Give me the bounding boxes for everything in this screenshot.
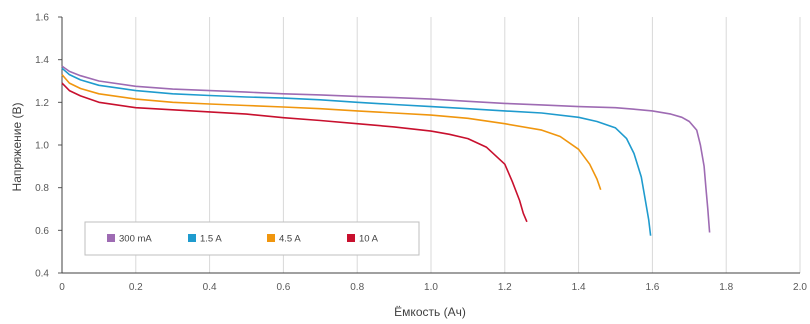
y-tick-label: 1.0 — [35, 141, 49, 152]
x-tick-label: 2.0 — [793, 282, 807, 293]
y-tick-label: 1.2 — [35, 98, 49, 109]
legend-label: 4.5 A — [279, 234, 301, 245]
y-tick-label: 0.6 — [35, 226, 49, 237]
series-lines — [61, 65, 711, 236]
y-tick-label: 1.6 — [35, 13, 49, 24]
legend: 300 mA 1.5 A 4.5 A 10 A — [84, 221, 420, 256]
axes — [58, 16, 800, 274]
legend-swatch — [188, 234, 196, 242]
y-tick-label: 0.8 — [35, 183, 49, 194]
x-tick-label: 0.6 — [276, 282, 290, 293]
y-axis-label: Напряжение (В) — [10, 103, 24, 192]
series-line — [61, 65, 711, 233]
x-tick-label: 0.2 — [129, 282, 143, 293]
legend-label: 300 mA — [119, 234, 152, 245]
x-tick-label: 1.0 — [424, 282, 438, 293]
legend-label: 1.5 A — [200, 234, 222, 245]
x-tick-label: 0.4 — [203, 282, 217, 293]
y-tick-label: 1.4 — [35, 55, 49, 66]
x-tick-label: 1.6 — [645, 282, 659, 293]
series-line — [61, 82, 528, 223]
x-axis-label: Ёмкость (Ач) — [394, 305, 466, 319]
tick-labels: 0 0.2 0.4 0.6 0.8 1.0 1.2 1.4 1.6 1.8 2.0 0.4 0.6 0.8… — [35, 13, 807, 294]
x-tick-label: 1.8 — [719, 282, 733, 293]
legend-swatch — [347, 234, 355, 242]
x-tick-label: 1.2 — [498, 282, 512, 293]
grid-lines — [135, 17, 801, 273]
x-tick-label: 0 — [59, 282, 65, 293]
series-line — [61, 67, 652, 236]
legend-label: 10 A — [359, 234, 379, 245]
legend-box — [84, 221, 420, 256]
x-tick-label: 1.4 — [572, 282, 586, 293]
legend-swatch — [107, 234, 115, 242]
x-tick-label: 0.8 — [350, 282, 364, 293]
y-tick-label: 0.4 — [35, 269, 49, 280]
legend-swatch — [267, 234, 275, 242]
series-line — [61, 74, 602, 191]
